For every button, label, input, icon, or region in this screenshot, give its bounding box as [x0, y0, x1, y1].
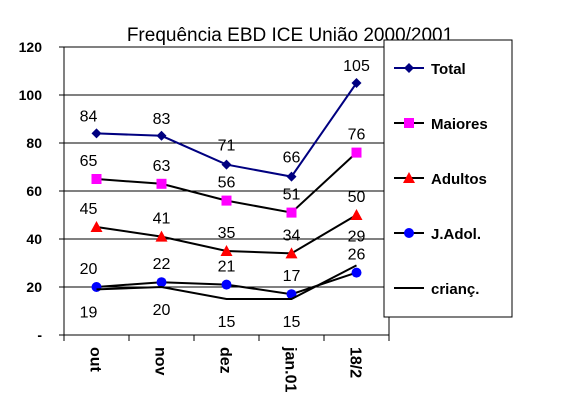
- data-label: 65: [80, 153, 98, 170]
- y-tick-label: -: [37, 327, 42, 343]
- legend-label: Total: [431, 61, 466, 78]
- legend-item: Maiores: [394, 116, 488, 133]
- legend-marker: [404, 228, 414, 238]
- data-point: [155, 230, 168, 242]
- legend-label: Maiores: [431, 116, 488, 133]
- x-tick-label: 18/2: [347, 347, 364, 378]
- legend-item: crianç.: [394, 281, 479, 298]
- data-label: 105: [343, 58, 370, 75]
- x-tick-label: jan.01: [282, 346, 299, 392]
- data-point: [286, 207, 297, 218]
- x-tick-label: dez: [217, 347, 234, 374]
- y-axis-ticks: - 20 40 60 80 100 120: [19, 39, 64, 343]
- data-point: [351, 147, 362, 158]
- legend-item: Adultos: [394, 171, 487, 188]
- data-point: [351, 267, 362, 278]
- data-point: [220, 245, 233, 256]
- data-point: [91, 128, 102, 139]
- data-label: 66: [283, 150, 301, 167]
- legend: Total Maiores Adultos J.Adol. crianç.: [394, 61, 488, 298]
- data-label: 22: [153, 256, 171, 273]
- series-layer: [90, 78, 363, 300]
- data-point: [156, 277, 167, 288]
- data-point: [350, 209, 363, 220]
- data-label: 41: [153, 211, 171, 228]
- series-1: [91, 147, 362, 218]
- series-0: [91, 78, 362, 182]
- data-label: 83: [153, 111, 171, 128]
- y-tick-label: 20: [26, 279, 42, 295]
- y-tick-label: 120: [19, 39, 43, 55]
- data-label: 35: [218, 225, 236, 242]
- legend-label: J.Adol.: [431, 226, 481, 243]
- data-label: 20: [153, 302, 171, 319]
- legend-label: crianç.: [431, 281, 479, 298]
- data-label: 26: [348, 247, 366, 264]
- y-tick-label: 80: [26, 135, 42, 151]
- data-point: [91, 282, 102, 292]
- y-tick-label: 100: [19, 87, 43, 103]
- data-label: 71: [218, 138, 236, 155]
- legend-marker: [404, 63, 414, 73]
- data-label: 15: [218, 314, 236, 331]
- legend-marker: [403, 172, 415, 183]
- data-label: 20: [80, 261, 98, 278]
- data-point: [90, 221, 103, 232]
- series-2: [90, 209, 363, 259]
- data-point: [286, 171, 297, 182]
- data-label: 17: [283, 268, 301, 285]
- data-point: [221, 279, 232, 290]
- data-point: [156, 178, 167, 189]
- x-axis-ticks: out nov dez jan.01 18/2: [63, 335, 390, 392]
- data-label: 15: [283, 314, 301, 331]
- data-label: 50: [348, 189, 366, 206]
- data-labels: 84 83 71 66 105 65 63 56 51 76 45 41 35 34 50 20 22 21 17 2…: [80, 58, 370, 331]
- data-point: [91, 174, 102, 184]
- data-label: 76: [348, 127, 366, 144]
- legend-marker: [404, 118, 414, 128]
- data-label: 63: [153, 158, 171, 175]
- x-tick-label: out: [87, 347, 104, 373]
- y-tick-label: 60: [26, 183, 42, 199]
- data-label: 21: [218, 259, 236, 276]
- legend-item: Total: [394, 61, 466, 78]
- series-line: [96, 264, 357, 300]
- legend-item: J.Adol.: [394, 226, 481, 243]
- data-label: 84: [80, 108, 98, 125]
- legend-label: Adultos: [431, 171, 487, 188]
- data-label: 34: [283, 227, 301, 244]
- y-tick-label: 40: [26, 231, 42, 247]
- data-label: 19: [80, 304, 98, 321]
- data-point: [351, 78, 362, 88]
- chart-title: Frequência EBD ICE União 2000/2001: [127, 25, 453, 46]
- data-point: [221, 195, 232, 206]
- data-point: [285, 247, 298, 259]
- data-label: 56: [218, 175, 236, 192]
- data-label: 29: [348, 228, 366, 245]
- data-point: [221, 159, 232, 170]
- data-label: 45: [80, 201, 98, 218]
- x-tick-label: nov: [152, 347, 169, 376]
- series-4: [96, 264, 357, 300]
- data-point: [156, 130, 167, 141]
- data-label: 51: [283, 187, 301, 204]
